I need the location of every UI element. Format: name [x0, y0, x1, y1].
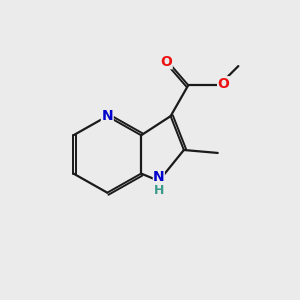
Text: O: O — [160, 55, 172, 69]
Text: O: O — [218, 77, 230, 91]
Text: H: H — [154, 184, 164, 197]
Text: N: N — [101, 109, 113, 123]
Text: N: N — [153, 170, 165, 184]
